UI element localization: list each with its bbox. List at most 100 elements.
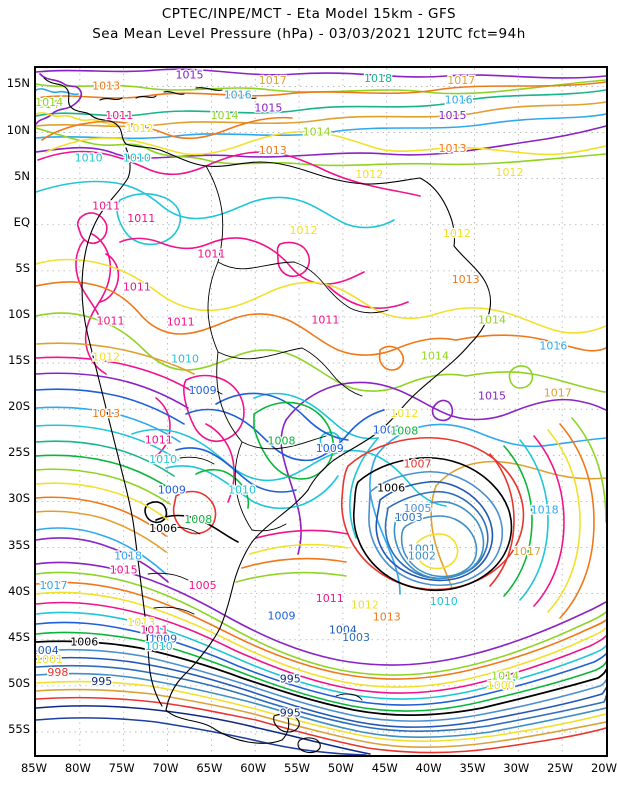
y-axis-tick-label: 5S bbox=[15, 260, 30, 275]
contour-label: 1016 bbox=[539, 339, 567, 352]
contour-label: 1013 bbox=[452, 273, 480, 286]
contour-label: 1006 bbox=[149, 522, 177, 535]
contour-label: 1009 bbox=[158, 483, 186, 496]
contour-label: 1000 bbox=[487, 679, 515, 692]
y-axis-tick-label: 55S bbox=[8, 721, 30, 736]
contour-label: 1008 bbox=[184, 513, 212, 526]
contour-label: 1009 bbox=[189, 384, 217, 397]
contour-label: 1010 bbox=[228, 483, 256, 496]
chart-title-block: CPTEC/INPE/MCT - Eta Model 15km - GFS Se… bbox=[0, 0, 618, 42]
contour-label: 1011 bbox=[97, 315, 125, 328]
contour-label: 1011 bbox=[140, 624, 168, 637]
contour-plot-area: 1013101510171018101710161016101510151014… bbox=[34, 66, 608, 757]
contour-label: 1006 bbox=[70, 635, 98, 648]
contour-label: 1016 bbox=[224, 89, 252, 102]
contour-label: 1018 bbox=[114, 550, 142, 563]
contour-label: 1013 bbox=[439, 142, 467, 155]
y-axis-tick-label: 20S bbox=[8, 399, 30, 414]
contour-label: 1002 bbox=[408, 550, 436, 563]
x-axis-tick-label: 45W bbox=[371, 761, 398, 775]
contour-label: 1005 bbox=[189, 579, 217, 592]
contour-label: 1015 bbox=[254, 102, 282, 115]
contour-label: 1008 bbox=[268, 434, 296, 447]
contour-label: 1010 bbox=[171, 352, 199, 365]
y-axis-tick-label: 10S bbox=[8, 306, 30, 321]
chart-title-model: CPTEC/INPE/MCT - Eta Model 15km - GFS bbox=[161, 6, 457, 22]
x-axis-tick-label: 65W bbox=[196, 761, 223, 775]
contour-label: 1011 bbox=[105, 109, 133, 122]
contour-label: 995 bbox=[91, 675, 112, 688]
contour-label: 1010 bbox=[75, 151, 103, 164]
contour-map-svg: 1013101510171018101710161016101510151014… bbox=[36, 68, 606, 755]
contour-label: 1012 bbox=[443, 227, 471, 240]
contour-label: 1012 bbox=[92, 351, 120, 364]
x-axis-tick-label: 60W bbox=[240, 761, 267, 775]
contour-label: 1009 bbox=[268, 610, 296, 623]
contour-label: 1012 bbox=[351, 599, 379, 612]
contour-label: 1012 bbox=[355, 168, 383, 181]
contour-label: 1012 bbox=[390, 407, 418, 420]
contour-label: 1012 bbox=[289, 224, 317, 237]
contour-label: 1015 bbox=[439, 109, 467, 122]
y-axis-tick-label: 5N bbox=[14, 168, 30, 183]
contour-label: 995 bbox=[280, 672, 301, 685]
contour-label: 1017 bbox=[513, 545, 541, 558]
x-axis-tick-label: 40W bbox=[415, 761, 442, 775]
contour-label: 1015 bbox=[110, 564, 138, 577]
contour-label: 1003 bbox=[342, 631, 370, 644]
x-axis-tick-label: 75W bbox=[108, 761, 135, 775]
x-axis-tick-label: 55W bbox=[284, 761, 311, 775]
x-axis-tick-label: 50W bbox=[327, 761, 354, 775]
contour-label: 1018 bbox=[531, 504, 559, 517]
contour-label: 1013 bbox=[92, 407, 120, 420]
contour-label: 1012 bbox=[125, 122, 153, 135]
y-axis-tick-label: EQ bbox=[13, 214, 30, 229]
contour-label: 1013 bbox=[127, 616, 155, 629]
y-axis-tick-label: 35S bbox=[8, 537, 30, 552]
contour-labels-group: 1013101510171018101710161016101510151014… bbox=[36, 68, 573, 721]
contour-label: 1011 bbox=[197, 247, 225, 260]
contour-label: 1018 bbox=[364, 72, 392, 85]
y-axis-tick-label: 50S bbox=[8, 675, 30, 690]
contour-label: 1003 bbox=[395, 511, 423, 524]
x-axis-tick-label: 80W bbox=[64, 761, 91, 775]
contour-label: 1011 bbox=[123, 280, 151, 293]
contour-label: 1014 bbox=[491, 670, 519, 683]
contour-label: 1004 bbox=[36, 644, 59, 657]
x-axis-tick-label: 35W bbox=[459, 761, 486, 775]
contour-label: 1017 bbox=[40, 579, 68, 592]
contour-label: 1014 bbox=[211, 109, 239, 122]
x-axis-tick-label: 85W bbox=[20, 761, 47, 775]
x-axis-tick-label: 25W bbox=[547, 761, 574, 775]
contour-label: 1010 bbox=[149, 453, 177, 466]
contour-label: 1013 bbox=[92, 79, 120, 92]
y-axis-tick-label: 10N bbox=[6, 122, 30, 137]
y-axis-tick-label: 15S bbox=[8, 353, 30, 368]
contour-label: 1017 bbox=[544, 387, 572, 400]
contour-label: 1012 bbox=[496, 166, 524, 179]
contour-label: 1011 bbox=[145, 434, 173, 447]
contour-label: 995 bbox=[280, 707, 301, 720]
y-axis-tick-label: 30S bbox=[8, 491, 30, 506]
contour-label: 1015 bbox=[478, 389, 506, 402]
contour-label: 1005 bbox=[403, 502, 431, 515]
contour-label: 1008 bbox=[390, 424, 418, 437]
contour-label: 1014 bbox=[421, 350, 449, 363]
y-axis-tick-label: 45S bbox=[8, 629, 30, 644]
contour-label: 1014 bbox=[36, 98, 59, 111]
contour-label: 1011 bbox=[92, 199, 120, 212]
contour-label: 1006 bbox=[377, 481, 405, 494]
contour-label: 1014 bbox=[36, 96, 63, 109]
contour-label: 1009 bbox=[373, 423, 401, 436]
y-axis-tick-label: 15N bbox=[6, 76, 30, 91]
contour-label: 1011 bbox=[127, 212, 155, 225]
contour-label: 1017 bbox=[259, 74, 287, 87]
contour-label: 1007 bbox=[403, 458, 431, 471]
y-axis-tick-label: 40S bbox=[8, 583, 30, 598]
contour-label: 1001 bbox=[408, 542, 436, 555]
x-axis-tick-label: 20W bbox=[590, 761, 617, 775]
x-axis-tick-label: 70W bbox=[152, 761, 179, 775]
contour-label: 1010 bbox=[430, 595, 458, 608]
